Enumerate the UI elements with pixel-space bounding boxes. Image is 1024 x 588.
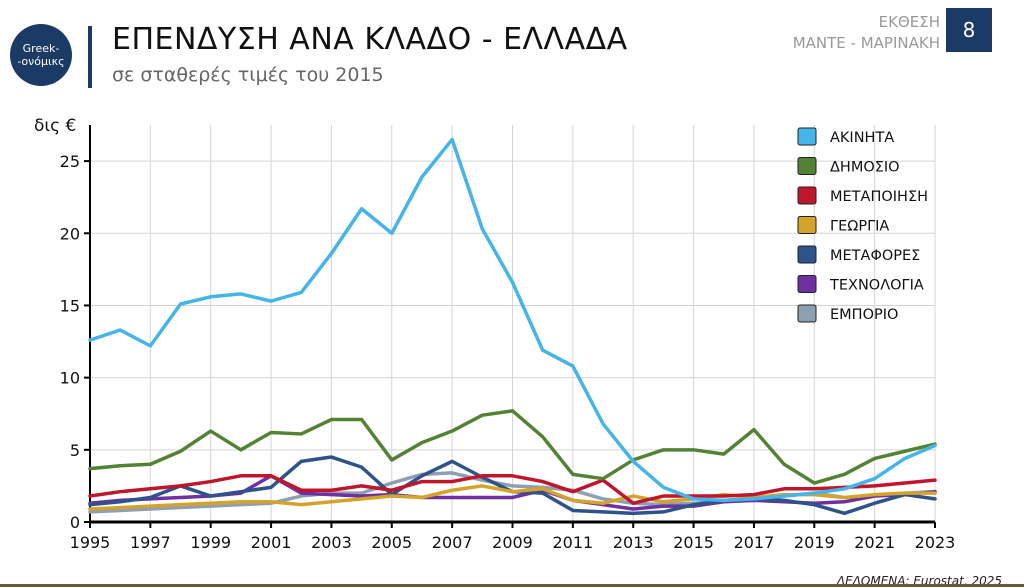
- logo-line-2: -ονόμικς: [17, 55, 65, 68]
- x-tick-label-2003: 2003: [311, 533, 352, 552]
- legend-swatch-ΑΚΙΝΗΤΑ: [797, 127, 817, 146]
- series-line-ΔΗΜΟΣΙΟ: [88, 409, 937, 485]
- report-line-1: ΕΚΘΕΣΗ: [878, 13, 940, 31]
- x-tick-label-2013: 2013: [613, 533, 654, 552]
- legend-swatch-ΜΕΤΑΠΟΙΗΣΗ: [797, 186, 817, 205]
- legend-swatch-ΜΕΤΑΦΟΡΕΣ: [797, 245, 817, 264]
- grid-lines: [89, 125, 936, 522]
- legend-label-ΓΕΩΡΓΙΑ: ΓΕΩΡΓΙΑ: [830, 219, 889, 235]
- x-tick-label-2011: 2011: [552, 533, 593, 552]
- y-tick-label-20: 20: [60, 224, 80, 243]
- y-tick-label-15: 15: [60, 296, 80, 315]
- logo-line-1: Greek-: [22, 42, 60, 55]
- axes: [84, 125, 936, 528]
- y-tick-label-25: 25: [60, 152, 80, 171]
- legend-label-ΑΚΙΝΗΤΑ: ΑΚΙΝΗΤΑ: [830, 130, 894, 146]
- legend-label-ΤΕΧΝΟΛΟΓΙΑ: ΤΕΧΝΟΛΟΓΙΑ: [829, 278, 924, 294]
- legend-swatch-ΤΕΧΝΟΛΟΓΙΑ: [797, 275, 817, 293]
- x-tick-label-1999: 1999: [190, 533, 231, 552]
- x-tick-label-2005: 2005: [371, 533, 412, 552]
- legend-swatch-ΕΜΠΟΡΙΟ: [797, 304, 817, 323]
- x-tick-label-2023: 2023: [915, 533, 956, 552]
- legend-swatch-ΔΗΜΟΣΙΟ: [797, 157, 817, 175]
- x-tick-label-2001: 2001: [251, 533, 292, 552]
- x-tick-label-1995: 1995: [70, 533, 111, 552]
- y-tick-label-0: 0: [70, 513, 80, 532]
- legend-label-ΜΕΤΑΦΟΡΕΣ: ΜΕΤΑΦΟΡΕΣ: [830, 248, 920, 264]
- legend-label-ΕΜΠΟΡΙΟ: ΕΜΠΟΡΙΟ: [830, 307, 898, 323]
- title-accent-bar: [88, 26, 92, 88]
- page-title: ΕΠΕΝΔΥΣΗ ΑΝΑ ΚΛΑΔΟ - ΕΛΛΑΔΑ: [112, 22, 628, 57]
- series-lines: [88, 137, 937, 516]
- report-label: ΕΚΘΕΣΗ ΜΑΝΤΕ - ΜΑΡΙΝΑΚΗ: [793, 12, 940, 54]
- y-tick-label-10: 10: [60, 369, 80, 388]
- legend-swatch-ΓΕΩΡΓΙΑ: [797, 216, 817, 234]
- greekonomics-logo: Greek- -ονόμικς: [10, 24, 72, 86]
- series-line-ΑΚΙΝΗΤΑ: [88, 137, 937, 503]
- bottom-rule: [0, 584, 1024, 587]
- x-tick-label-2017: 2017: [734, 533, 775, 552]
- report-line-2: ΜΑΝΤΕ - ΜΑΡΙΝΑΚΗ: [792, 34, 940, 52]
- y-tick-label-5: 5: [70, 441, 80, 460]
- x-tick-label-2009: 2009: [492, 533, 533, 552]
- x-tick-label-2019: 2019: [794, 533, 835, 552]
- x-tick-label-2015: 2015: [673, 533, 714, 552]
- x-tick-label-2007: 2007: [432, 533, 473, 552]
- legend-label-ΜΕΤΑΠΟΙΗΣΗ: ΜΕΤΑΠΟΙΗΣΗ: [830, 189, 928, 205]
- series-line-ΜΕΤΑΠΟΙΗΣΗ: [88, 474, 937, 505]
- page-subtitle: σε σταθερές τιμές του 2015: [112, 64, 384, 86]
- x-tick-label-1997: 1997: [130, 533, 171, 552]
- tick-labels: 0 5 10 15 20 25 1995 1997 1999 2001 2003 2005 2007 20…: [60, 152, 956, 552]
- page-number-badge: 8: [946, 8, 992, 52]
- y-axis-label: δις €: [34, 116, 77, 136]
- legend-label-ΔΗΜΟΣΙΟ: ΔΗΜΟΣΙΟ: [830, 160, 900, 176]
- legend: ΑΚΙΝΗΤΑ ΔΗΜΟΣΙΟ ΜΕΤΑΠΟΙΗΣΗ ΓΕΩΡΓΙΑ ΜΕΤΑΦΟΡΕΣ…: [797, 127, 928, 323]
- x-tick-label-2021: 2021: [854, 533, 895, 552]
